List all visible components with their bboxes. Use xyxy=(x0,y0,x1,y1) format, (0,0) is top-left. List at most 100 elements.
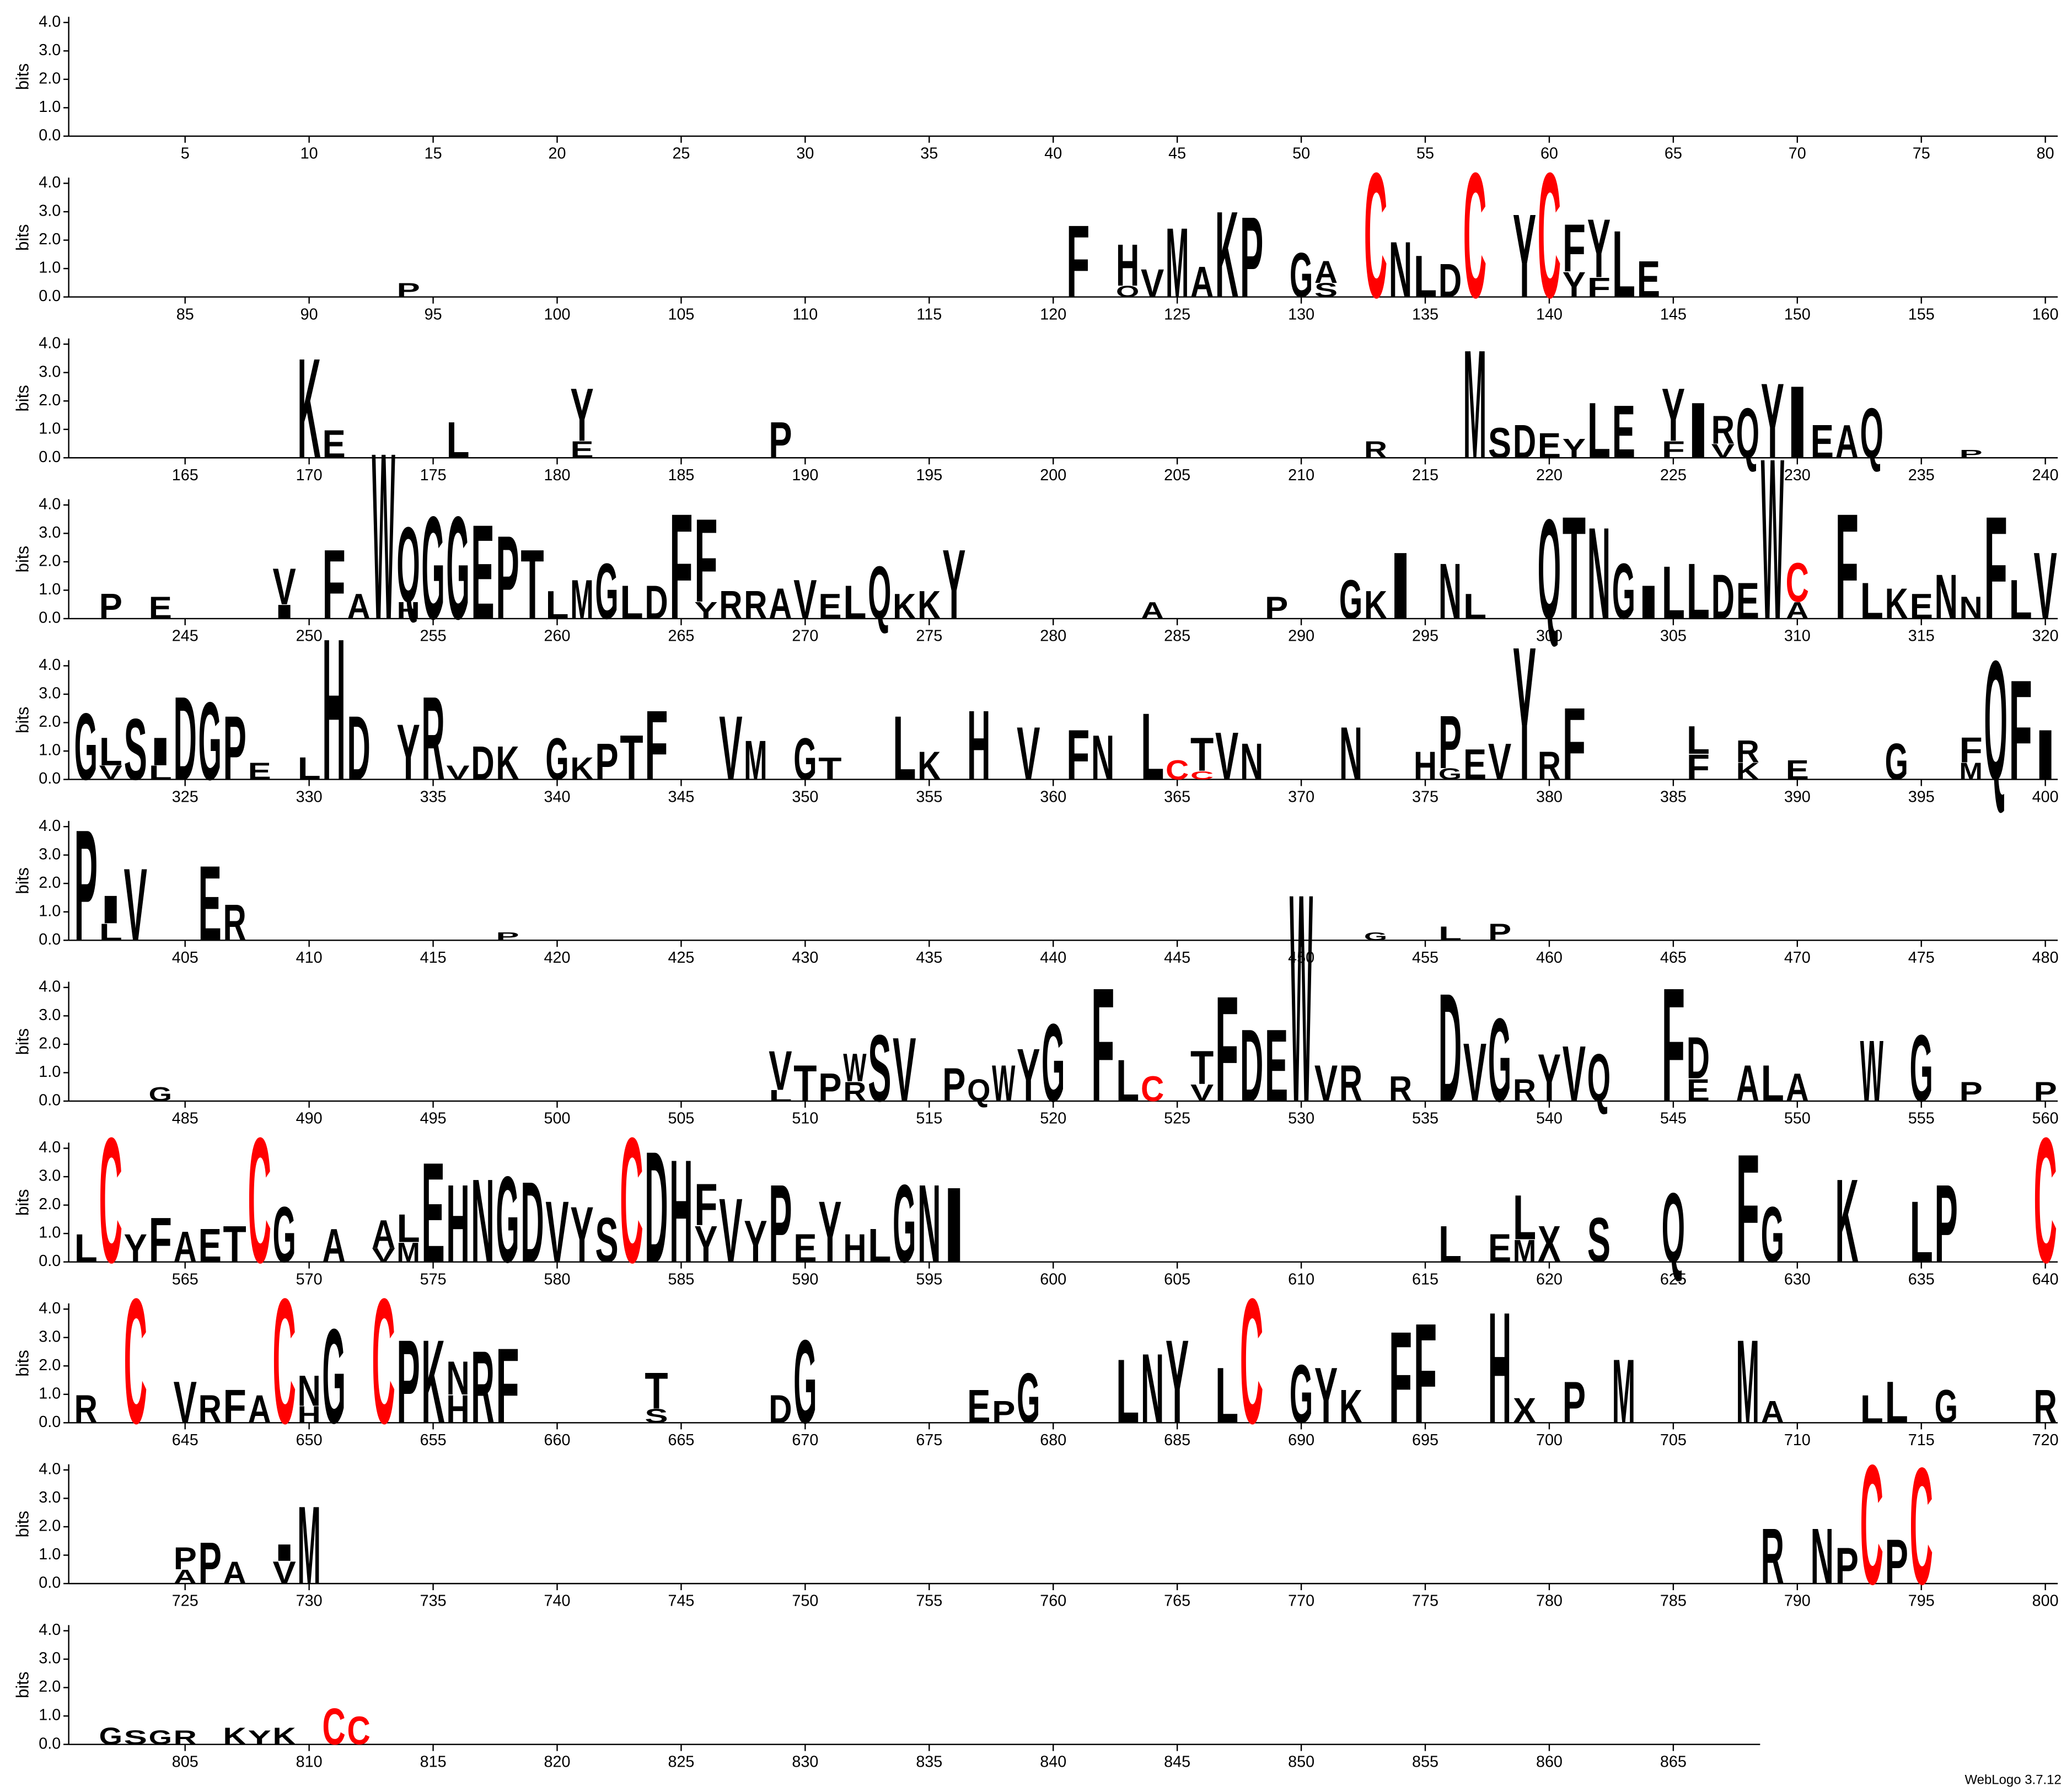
x-tick-label: 730 xyxy=(296,1592,323,1610)
x-tick-label: 110 xyxy=(792,305,818,323)
logo-letter: V xyxy=(1488,733,1511,791)
logo-letter: Y xyxy=(570,373,593,457)
logo-letter: T xyxy=(793,1054,817,1112)
x-tick-label: 85 xyxy=(176,305,194,323)
x-tick-label: 865 xyxy=(1660,1753,1687,1770)
x-tick-label: 345 xyxy=(668,788,694,806)
logo-letter: G xyxy=(793,1316,817,1448)
logo-letter: D xyxy=(1438,962,1462,1134)
logo-letter: H xyxy=(446,1162,469,1286)
x-tick-label: 125 xyxy=(1164,305,1190,323)
x-tick-label: 195 xyxy=(916,466,942,484)
logo-letter: M xyxy=(1463,319,1486,491)
logo-letter: Y xyxy=(1563,265,1586,304)
logo-letter: W xyxy=(1290,833,1313,1165)
logo-letter: A xyxy=(1786,1065,1809,1109)
logo-letter: P xyxy=(1265,590,1288,625)
x-tick-label: 785 xyxy=(1660,1592,1687,1610)
logo-letter: R xyxy=(1761,1512,1784,1601)
logo-letter: N xyxy=(917,1162,941,1286)
x-tick-label: 815 xyxy=(420,1753,447,1770)
x-tick-label: 695 xyxy=(1412,1431,1438,1449)
logo-letter: N xyxy=(1339,711,1362,796)
x-tick-label: 285 xyxy=(1164,627,1190,645)
logo-letter: L xyxy=(1612,211,1635,318)
x-tick-label: 370 xyxy=(1288,788,1314,806)
x-tick-label: 820 xyxy=(544,1753,571,1770)
y-tick-label: 0.0 xyxy=(39,1252,61,1270)
logo-letter: Y xyxy=(1166,1316,1189,1448)
y-tick-label: 1.0 xyxy=(39,581,61,598)
logo-letter: A xyxy=(1761,1394,1784,1429)
logo-letter: V xyxy=(719,697,742,799)
logo-letter: D xyxy=(1438,254,1462,307)
logo-letter: E xyxy=(1488,1226,1511,1270)
x-tick-label: 305 xyxy=(1660,627,1687,645)
logo-letter: Y xyxy=(1513,190,1536,323)
logo-letter: P xyxy=(174,1541,197,1576)
logo-letter: C xyxy=(1463,136,1486,335)
logo-letter: F xyxy=(694,1172,717,1238)
x-tick-label: 375 xyxy=(1412,788,1438,806)
x-tick-label: 450 xyxy=(1288,949,1314,967)
logo-letter: G xyxy=(99,1723,122,1750)
logo-letter: T xyxy=(1190,728,1214,781)
x-tick-label: 455 xyxy=(1412,949,1438,967)
logo-letter: P xyxy=(396,279,420,301)
x-tick-label: 655 xyxy=(420,1431,447,1449)
logo-letter: V xyxy=(1141,261,1164,305)
logo-letter: F xyxy=(694,495,717,627)
y-tick-label: 1.0 xyxy=(39,259,61,277)
logo-letter: H xyxy=(322,596,345,823)
logo-letter: L xyxy=(1860,572,1883,630)
x-tick-label: 845 xyxy=(1164,1753,1190,1770)
logo-letter: S xyxy=(595,1205,618,1276)
logo-letter: G xyxy=(595,547,618,636)
logo-letter: V xyxy=(372,1244,395,1266)
logo-letter: N xyxy=(1389,225,1412,314)
x-tick-label: 710 xyxy=(1784,1431,1811,1449)
x-tick-label: 315 xyxy=(1908,627,1935,645)
x-tick-label: 700 xyxy=(1536,1431,1563,1449)
logo-letter: L xyxy=(1761,1054,1784,1112)
logo-letter: L xyxy=(1438,1215,1462,1273)
logo-letter: V xyxy=(174,1369,197,1435)
y-tick-label: 0.0 xyxy=(39,1092,61,1109)
x-tick-label: 765 xyxy=(1164,1592,1190,1610)
logo-letter: M xyxy=(1612,1340,1635,1442)
x-tick-label: 640 xyxy=(2032,1270,2059,1288)
y-axis-label: bits xyxy=(13,546,32,572)
logo-letter: V xyxy=(1563,1029,1586,1118)
logo-letter: V xyxy=(99,761,122,784)
logo-letter: L xyxy=(1463,587,1486,626)
logo-letter: V xyxy=(446,761,469,784)
logo-letter: P xyxy=(1935,1162,1958,1286)
logo-letter: E xyxy=(570,436,593,463)
x-tick-label: 735 xyxy=(420,1592,447,1610)
logo-letter: R xyxy=(223,893,246,951)
logo-letter: H xyxy=(967,690,990,801)
logo-letter: L xyxy=(396,1206,420,1251)
x-tick-label: 805 xyxy=(172,1753,198,1770)
x-tick-label: 510 xyxy=(792,1110,818,1128)
logo-letter: I xyxy=(273,601,296,623)
logo-letter: P xyxy=(818,1065,841,1109)
logo-letter: N xyxy=(1587,500,1611,647)
y-tick-label: 3.0 xyxy=(39,1167,61,1185)
logo-letter: N xyxy=(471,1155,494,1287)
x-tick-label: 220 xyxy=(1536,466,1563,484)
logo-letter: P xyxy=(223,697,246,799)
logo-letter: H xyxy=(396,597,420,624)
x-tick-label: 75 xyxy=(1913,145,1930,163)
logo-letter: G xyxy=(198,679,222,803)
logo-letter: D xyxy=(1513,415,1536,468)
logo-letter: I xyxy=(1389,533,1412,639)
x-tick-label: 465 xyxy=(1660,949,1687,967)
logo-letter: L xyxy=(545,583,568,627)
x-tick-label: 290 xyxy=(1288,627,1314,645)
logo-letter: V xyxy=(273,557,296,615)
logo-letter: Y xyxy=(1538,1040,1561,1115)
x-tick-label: 680 xyxy=(1040,1431,1066,1449)
logo-letter: G xyxy=(149,1726,172,1748)
logo-letter: V xyxy=(124,847,147,963)
